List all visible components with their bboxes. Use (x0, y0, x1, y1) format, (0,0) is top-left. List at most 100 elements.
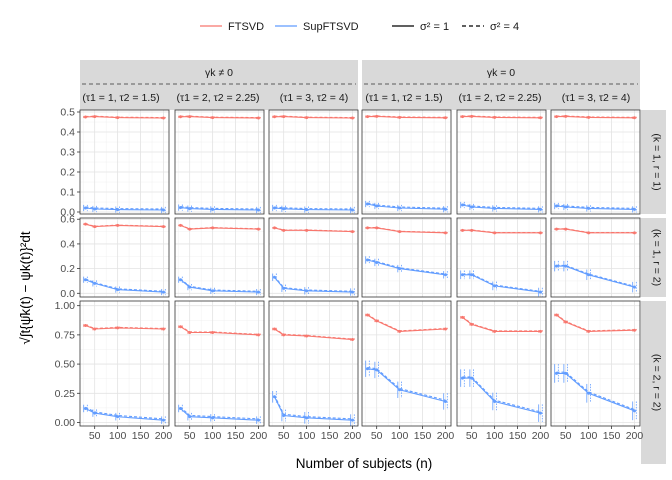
point-supftsvd (443, 399, 447, 403)
series-line-supftsvd-sigma1 (556, 265, 635, 288)
y-tick-label: 0.6 (60, 214, 75, 226)
y-tick-label: 0.75 (55, 329, 76, 341)
panel-border (174, 300, 265, 427)
series-line-ftsvd-sigma4 (367, 115, 446, 118)
x-tick-label: 150 (414, 430, 432, 442)
point-supftsvd (116, 208, 120, 212)
column-strips: (τ1 = 1, τ2 = 1.5) (τ1 = 2, τ2 = 2.25) (… (82, 92, 630, 104)
x-tick-label: 50 (278, 430, 290, 442)
series-line-supftsvd-sigma1 (180, 207, 259, 211)
y-tick-label: 0.00 (55, 417, 76, 429)
point-supftsvd (564, 371, 568, 375)
point-ftsvd (305, 116, 309, 120)
point-supftsvd (282, 207, 286, 211)
x-tick-label: 100 (580, 430, 598, 442)
point-ftsvd (538, 116, 542, 120)
point-supftsvd (84, 278, 88, 282)
x-tick-label: 200 (344, 430, 362, 442)
x-tick-label: 150 (321, 430, 339, 442)
point-ftsvd (587, 115, 591, 119)
point-ftsvd (350, 230, 354, 234)
point-ftsvd (555, 227, 559, 231)
point-supftsvd (256, 418, 260, 422)
series-line-ftsvd-sigma4 (462, 316, 541, 332)
point-ftsvd (493, 115, 497, 119)
point-ftsvd (188, 227, 192, 231)
series-line-ftsvd-sigma4 (85, 324, 164, 330)
x-tick-label: 150 (509, 430, 527, 442)
legend-label-supftsvd: SupFTSVD (303, 21, 359, 33)
point-supftsvd (632, 409, 636, 413)
y-tick-label: 0.4 (60, 127, 75, 139)
panel-r3-c2: 50 100 150 200 (174, 300, 267, 442)
x-tick-label: 150 (603, 430, 621, 442)
point-ftsvd (211, 331, 215, 335)
point-ftsvd (179, 325, 183, 329)
point-ftsvd (305, 334, 309, 338)
point-ftsvd (375, 319, 379, 323)
point-ftsvd (161, 225, 165, 229)
series-line-supftsvd-sigma1 (556, 372, 635, 412)
series-line-supftsvd-sigma4 (274, 395, 353, 420)
row-strip-label-3: (k = 2, r = 2) (651, 354, 663, 411)
panel-border (268, 217, 359, 298)
panel-r2-c6 (550, 217, 641, 298)
series-line-supftsvd-sigma1 (367, 203, 446, 210)
column-strip-label-5: (τ1 = 2, τ2 = 2.25) (458, 92, 541, 104)
panel-r2-c4 (361, 217, 452, 298)
point-ftsvd (305, 228, 309, 232)
panel-border (361, 217, 452, 298)
point-supftsvd (350, 418, 354, 422)
point-ftsvd (538, 231, 542, 235)
y-tick-label: 0.4 (60, 238, 75, 250)
panel-border (361, 109, 452, 215)
point-supftsvd (256, 290, 260, 294)
point-supftsvd (564, 205, 568, 209)
series-line-ftsvd-sigma4 (556, 228, 635, 234)
point-ftsvd (470, 114, 474, 118)
series-line-ftsvd-sigma4 (180, 224, 259, 230)
point-supftsvd (366, 367, 370, 371)
panel-r2-c2 (174, 217, 265, 298)
point-supftsvd (470, 273, 474, 277)
group-strip-gamma-nonzero (80, 60, 358, 110)
point-ftsvd (398, 329, 402, 333)
column-strip-label-2: (τ1 = 2, τ2 = 2.25) (176, 92, 259, 104)
panel-r1-c2 (174, 109, 265, 215)
y-tick-label: 0.5 (60, 107, 75, 119)
point-supftsvd (632, 207, 636, 211)
x-tick-label: 100 (204, 430, 222, 442)
point-ftsvd (179, 115, 183, 119)
panel-background (80, 218, 169, 297)
point-supftsvd (443, 273, 447, 277)
point-ftsvd (256, 116, 260, 120)
series-line-ftsvd-sigma4 (180, 325, 259, 335)
point-supftsvd (493, 206, 497, 210)
point-supftsvd (161, 208, 165, 212)
panel-r1-c1: 0.0 0.1 0.2 0.3 0.4 0.5 (60, 107, 170, 219)
x-tick-label: 50 (184, 430, 196, 442)
point-ftsvd (93, 225, 97, 229)
x-tick-label: 150 (227, 430, 245, 442)
y-tick-label: 0.1 (60, 187, 75, 199)
series-line-supftsvd-sigma4 (85, 406, 164, 420)
panel-background (457, 301, 546, 426)
series-line-supftsvd-sigma1 (180, 408, 259, 421)
point-supftsvd (375, 368, 379, 372)
point-ftsvd (461, 228, 465, 232)
panel-r2-c1: 0.0 0.2 0.4 0.6 (60, 214, 170, 300)
column-strip-label-4: (τ1 = 1, τ2 = 1.5) (365, 92, 442, 104)
panel-r3-c4: 50 100 150 200 (361, 300, 454, 442)
series-line-ftsvd-sigma4 (274, 328, 353, 340)
point-ftsvd (443, 327, 447, 331)
x-tick-label: 100 (391, 430, 409, 442)
point-supftsvd (273, 395, 277, 399)
x-tick-label: 200 (626, 430, 644, 442)
panel-border (361, 300, 452, 427)
point-ftsvd (282, 333, 286, 337)
point-supftsvd (461, 376, 465, 380)
point-ftsvd (350, 116, 354, 120)
row-strip-3 (641, 301, 666, 464)
y-tick-label: 0.2 (60, 167, 75, 179)
point-supftsvd (375, 204, 379, 208)
